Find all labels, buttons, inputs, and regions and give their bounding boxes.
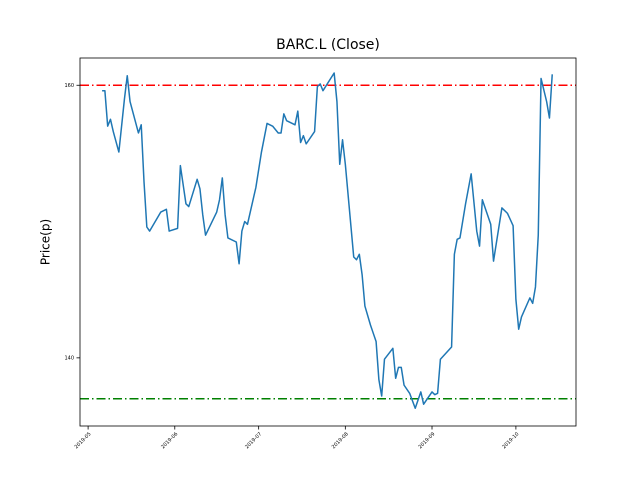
plot-frame — [79, 57, 577, 427]
y-tick-label: 160 — [64, 83, 74, 89]
price-line — [102, 72, 553, 410]
y-tick-label: 140 — [64, 355, 74, 361]
y-axis-label: Price(p) — [39, 219, 53, 265]
chart-title: BARC.L (Close) — [276, 37, 380, 53]
